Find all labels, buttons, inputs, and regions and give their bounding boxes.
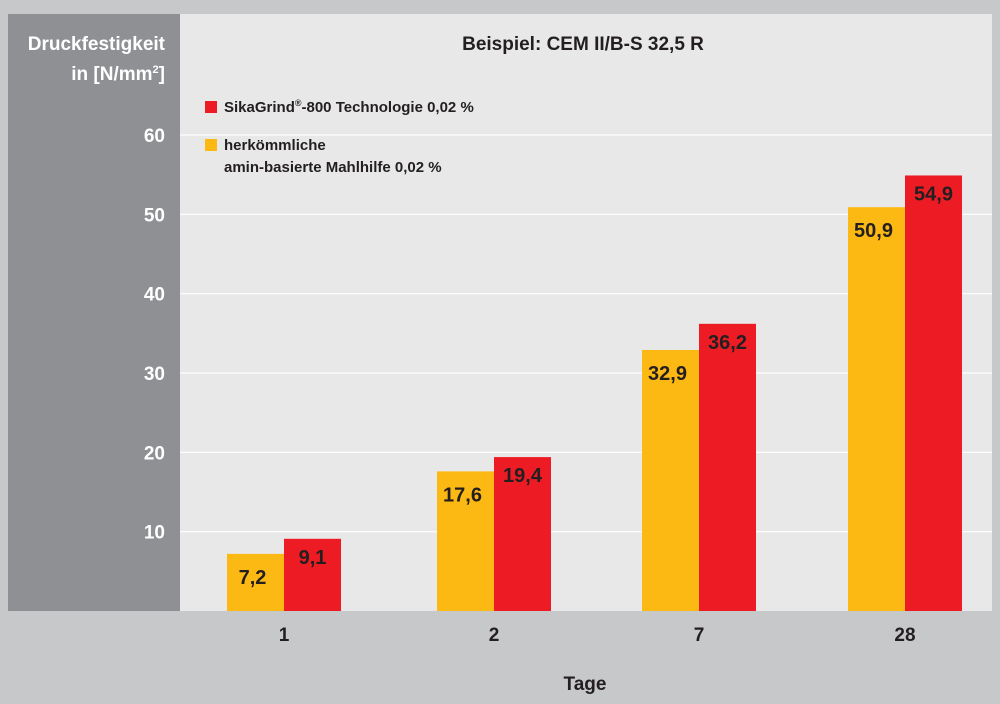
bar xyxy=(848,207,905,611)
data-label: 19,4 xyxy=(503,465,543,487)
y-axis-panel xyxy=(8,14,180,611)
bar xyxy=(437,471,494,611)
y-tick-label: 60 xyxy=(144,126,165,147)
data-label: 32,9 xyxy=(648,363,687,385)
y-axis-label-line1: Druckfestigkeit xyxy=(28,34,166,55)
legend-label-yellow-line2: amin-basierte Mahlhilfe 0,02 % xyxy=(224,159,442,176)
bar xyxy=(699,323,756,611)
data-label: 7,2 xyxy=(239,567,267,589)
bar xyxy=(227,553,284,611)
data-label: 9,1 xyxy=(299,547,327,569)
legend-label-yellow-line1: herkömmliche xyxy=(224,137,326,154)
data-labels: 7,2 9,1 17,6 19,4 32,9 36,2 50,9 54,9 xyxy=(239,183,953,588)
legend-swatch-yellow xyxy=(205,139,217,151)
x-tick-labels: 1 2 7 28 xyxy=(279,625,916,646)
x-tick-label: 2 xyxy=(489,625,500,646)
data-label: 17,6 xyxy=(443,484,482,506)
bars xyxy=(227,175,962,611)
data-label: 36,2 xyxy=(708,332,747,354)
y-tick-label: 20 xyxy=(144,443,165,464)
bar xyxy=(494,457,551,611)
legend-label-red: SikaGrind®-800 Technologie 0,02 % xyxy=(224,98,474,116)
data-label: 50,9 xyxy=(854,220,893,242)
x-axis-label: Tage xyxy=(564,674,607,695)
x-tick-label: 7 xyxy=(694,625,705,646)
bar xyxy=(284,538,341,611)
legend: SikaGrind®-800 Technologie 0,02 % herköm… xyxy=(205,98,474,176)
y-tick-label: 40 xyxy=(144,285,165,306)
x-tick-label: 28 xyxy=(894,625,915,646)
y-tick-label: 10 xyxy=(144,523,165,544)
legend-swatch-red xyxy=(205,101,217,113)
y-tick-labels: 10 20 30 40 50 60 xyxy=(144,126,165,544)
bar xyxy=(642,349,699,611)
y-tick-label: 30 xyxy=(144,364,165,385)
y-tick-label: 50 xyxy=(144,205,165,226)
x-tick-label: 1 xyxy=(279,625,290,646)
data-label: 54,9 xyxy=(914,183,953,205)
chart-title: Beispiel: CEM II/B-S 32,5 R xyxy=(462,34,704,55)
bar xyxy=(905,175,962,611)
y-axis-label-line2: in [N/mm2] xyxy=(71,64,165,85)
